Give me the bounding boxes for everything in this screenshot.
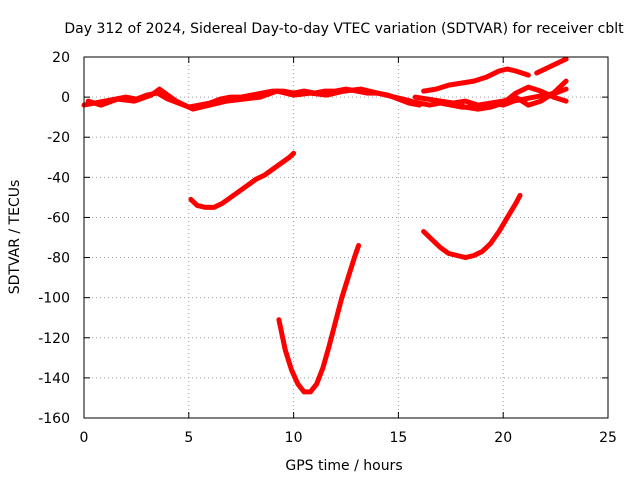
y-tick-label: -100 — [38, 291, 70, 307]
axis-ticks: 0 5 10 15 20 25 -160 -140 -120 -100 -80 -60 -40 -20 0 2… — [38, 50, 617, 446]
x-tick-label: 20 — [494, 430, 512, 446]
y-tick-label: 0 — [61, 90, 70, 106]
y-tick-label: -60 — [47, 210, 70, 226]
series-line-dip-a — [188, 150, 297, 210]
plot-frame — [83, 56, 609, 419]
y-tick-label: -120 — [38, 331, 70, 347]
x-tick-label: 10 — [285, 430, 303, 446]
series-layer — [81, 56, 569, 395]
y-tick-label: -80 — [47, 251, 70, 267]
series-line-dip-b — [421, 192, 523, 261]
grid-lines — [84, 57, 608, 418]
x-tick-label: 15 — [389, 430, 407, 446]
y-tick-label: -160 — [38, 411, 70, 427]
series-line-upper-rise — [421, 66, 531, 94]
y-tick-label: -20 — [47, 130, 70, 146]
x-tick-label: 25 — [599, 430, 617, 446]
series-line-near-zero-b — [85, 86, 414, 112]
x-tick-label: 5 — [184, 430, 193, 446]
x-tick-label: 0 — [80, 430, 89, 446]
x-axis-label: GPS time / hours — [285, 458, 402, 474]
y-tick-label: -40 — [47, 170, 70, 186]
y-tick-label: 20 — [52, 50, 70, 66]
series-line-deep-dip — [276, 243, 362, 395]
series-line-near-zero-e — [437, 84, 569, 112]
y-axis-label: SDTVAR / TECUs — [7, 180, 23, 295]
chart-title: Day 312 of 2024, Sidereal Day-to-day VTE… — [64, 21, 624, 37]
y-tick-label: -140 — [38, 371, 70, 387]
series-line-late-jump — [534, 56, 569, 76]
